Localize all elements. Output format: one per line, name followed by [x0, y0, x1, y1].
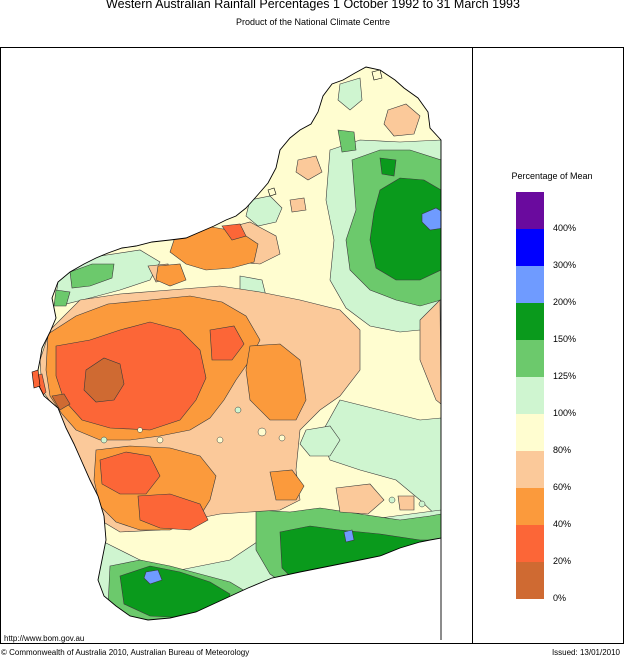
- legend-swatch: [516, 377, 544, 414]
- legend-swatch: [516, 303, 544, 340]
- legend-swatch: [516, 192, 544, 229]
- legend-label: 200%: [553, 297, 577, 307]
- legend-label: 300%: [553, 260, 577, 270]
- legend-title: Percentage of Mean: [511, 171, 593, 181]
- legend-label: 400%: [553, 223, 577, 233]
- legend-label: 0%: [553, 593, 567, 603]
- legend-swatch: [516, 562, 544, 599]
- map-subtitle: Product of the National Climate Centre: [235, 17, 391, 27]
- legend-label: 80%: [553, 445, 572, 455]
- legend-divider: [472, 47, 473, 644]
- legend-label: 125%: [553, 371, 577, 381]
- copyright-text: © Commonwealth of Australia 2010, Austra…: [1, 648, 250, 657]
- rainfall-map: [31, 66, 442, 641]
- legend-swatch: [516, 340, 544, 377]
- map-title: Western Australian Rainfall Percentages …: [106, 0, 520, 11]
- legend-label: 100%: [553, 408, 577, 418]
- legend-swatch: [516, 451, 544, 488]
- legend-label: 60%: [553, 482, 572, 492]
- legend-swatch: [516, 488, 544, 525]
- legend-label: 40%: [553, 519, 572, 529]
- source-url[interactable]: http://www.bom.gov.au: [4, 634, 85, 643]
- legend-swatch: [516, 229, 544, 266]
- legend-label: 20%: [553, 556, 572, 566]
- legend-label: 150%: [553, 334, 577, 344]
- legend-swatch: [516, 525, 544, 562]
- issued-date: Issued: 13/01/2010: [551, 648, 620, 657]
- legend-swatch: [516, 414, 544, 451]
- map-frame: [0, 47, 624, 644]
- legend-swatch: [516, 266, 544, 303]
